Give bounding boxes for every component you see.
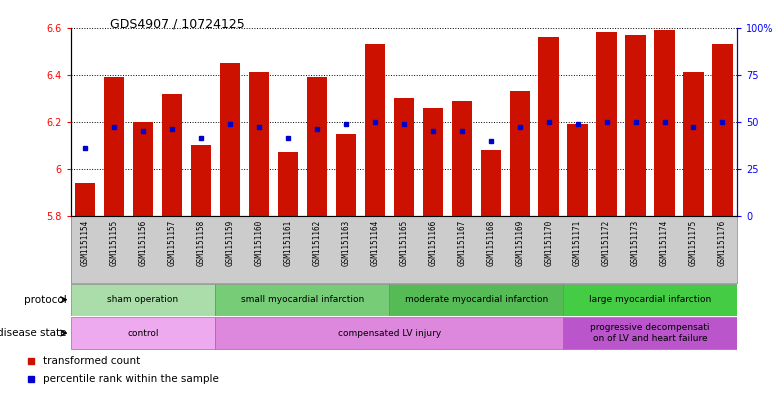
Text: GSM1151176: GSM1151176 xyxy=(718,219,727,266)
Bar xyxy=(365,44,385,216)
Text: GSM1151168: GSM1151168 xyxy=(486,219,495,266)
Text: GSM1151156: GSM1151156 xyxy=(139,219,147,266)
FancyBboxPatch shape xyxy=(71,284,216,316)
FancyBboxPatch shape xyxy=(71,317,216,349)
Text: GSM1151157: GSM1151157 xyxy=(168,219,176,266)
Text: progressive decompensati
on of LV and heart failure: progressive decompensati on of LV and he… xyxy=(590,323,710,343)
Bar xyxy=(452,101,472,216)
Text: protocol: protocol xyxy=(24,295,67,305)
Bar xyxy=(597,32,617,216)
FancyBboxPatch shape xyxy=(563,317,737,349)
Bar xyxy=(510,91,530,216)
Bar xyxy=(626,35,646,216)
Text: control: control xyxy=(127,329,158,338)
Text: GSM1151164: GSM1151164 xyxy=(370,219,379,266)
Text: GSM1151161: GSM1151161 xyxy=(283,219,292,266)
Bar xyxy=(307,77,327,216)
FancyBboxPatch shape xyxy=(390,284,563,316)
FancyBboxPatch shape xyxy=(563,284,737,316)
Text: transformed count: transformed count xyxy=(43,356,140,366)
Text: disease state: disease state xyxy=(0,328,67,338)
Text: GSM1151166: GSM1151166 xyxy=(428,219,437,266)
Text: compensated LV injury: compensated LV injury xyxy=(338,329,441,338)
Bar xyxy=(539,37,559,216)
Text: GSM1151155: GSM1151155 xyxy=(110,219,118,266)
Text: GSM1151171: GSM1151171 xyxy=(573,219,582,266)
Bar xyxy=(423,108,443,216)
Bar xyxy=(481,150,501,216)
Bar xyxy=(394,98,414,216)
Bar xyxy=(684,72,703,216)
Text: GSM1151175: GSM1151175 xyxy=(689,219,698,266)
Text: GSM1151172: GSM1151172 xyxy=(602,219,611,266)
Text: GSM1151163: GSM1151163 xyxy=(341,219,350,266)
Text: GSM1151170: GSM1151170 xyxy=(544,219,554,266)
Bar xyxy=(336,134,356,216)
Text: large myocardial infarction: large myocardial infarction xyxy=(589,295,711,304)
Text: small myocardial infarction: small myocardial infarction xyxy=(241,295,364,304)
Text: GSM1151169: GSM1151169 xyxy=(515,219,524,266)
Text: GSM1151154: GSM1151154 xyxy=(81,219,89,266)
Bar xyxy=(278,152,298,216)
Text: GSM1151162: GSM1151162 xyxy=(312,219,321,266)
Text: GSM1151174: GSM1151174 xyxy=(660,219,669,266)
Bar xyxy=(655,30,675,216)
Text: GSM1151165: GSM1151165 xyxy=(399,219,408,266)
Bar xyxy=(75,183,95,216)
Text: GSM1151159: GSM1151159 xyxy=(226,219,234,266)
Text: sham operation: sham operation xyxy=(107,295,179,304)
Text: moderate myocardial infarction: moderate myocardial infarction xyxy=(405,295,548,304)
Bar xyxy=(162,94,182,216)
Bar xyxy=(713,44,732,216)
Text: GSM1151160: GSM1151160 xyxy=(254,219,263,266)
FancyBboxPatch shape xyxy=(216,284,390,316)
Bar xyxy=(132,122,153,216)
Text: GDS4907 / 10724125: GDS4907 / 10724125 xyxy=(110,18,245,31)
Bar xyxy=(220,63,240,216)
Bar xyxy=(249,72,269,216)
Bar xyxy=(103,77,124,216)
Bar xyxy=(191,145,211,216)
Text: percentile rank within the sample: percentile rank within the sample xyxy=(43,374,219,384)
Text: GSM1151158: GSM1151158 xyxy=(197,219,205,266)
Bar xyxy=(568,124,588,216)
FancyBboxPatch shape xyxy=(216,317,563,349)
Text: GSM1151173: GSM1151173 xyxy=(631,219,640,266)
Text: GSM1151167: GSM1151167 xyxy=(457,219,466,266)
